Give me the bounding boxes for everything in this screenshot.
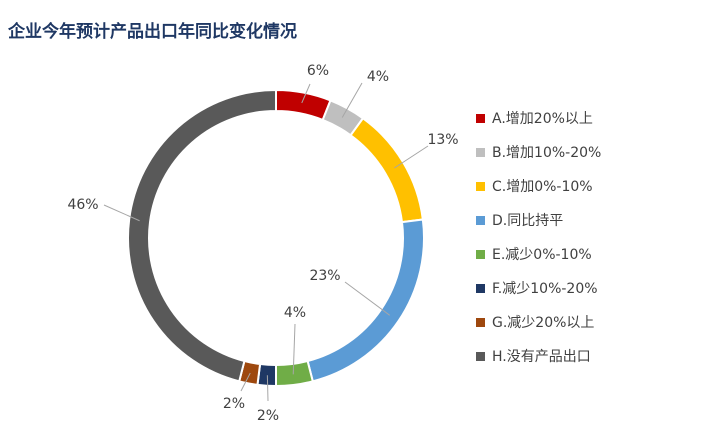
legend-label: E.减少0%-10% — [492, 247, 592, 263]
legend-item: E.减少0%-10% — [476, 237, 601, 271]
leader-line — [344, 281, 391, 316]
legend-swatch — [476, 351, 485, 361]
legend-item: G.减少20%以上 — [476, 305, 601, 339]
legend-item: H.没有产品出口 — [476, 339, 601, 373]
legend-swatch — [476, 249, 485, 259]
legend-item: A.增加20%以上 — [476, 101, 601, 135]
data-label: 13% — [427, 132, 458, 148]
leader-line — [301, 83, 311, 104]
data-label: 2% — [223, 396, 245, 412]
data-label: 4% — [367, 69, 389, 85]
data-label: 2% — [257, 408, 279, 424]
leader-line — [266, 375, 269, 402]
legend-swatch — [476, 317, 485, 327]
legend-label: G.减少20%以上 — [492, 315, 595, 331]
leader-line — [240, 372, 251, 392]
donut-slice — [349, 116, 424, 224]
legend-label: D.同比持平 — [492, 213, 564, 229]
donut-slice — [275, 359, 315, 388]
legend-item: B.增加10%-20% — [476, 135, 601, 169]
legend-swatch — [476, 283, 485, 293]
legend-label: B.增加10%-20% — [492, 145, 602, 161]
chart-legend: A.增加20%以上 B.增加10%-20% C.增加0%-10% D.同比持平 E.减少… — [476, 101, 601, 373]
data-label: 23% — [309, 268, 340, 284]
legend-swatch — [476, 181, 485, 191]
donut-slice — [306, 218, 425, 383]
legend-item: F.减少10%-20% — [476, 271, 601, 305]
legend-swatch — [476, 113, 485, 123]
legend-label: C.增加0%-10% — [492, 179, 593, 195]
data-label: 4% — [284, 305, 306, 321]
legend-item: C.增加0%-10% — [476, 169, 601, 203]
leader-line — [394, 145, 429, 169]
legend-item: D.同比持平 — [476, 203, 601, 237]
leader-line — [292, 323, 296, 375]
data-label: 46% — [67, 197, 98, 213]
chart-title: 企业今年预计产品出口年同比变化情况 — [8, 22, 297, 42]
legend-label: H.没有产品出口 — [492, 349, 591, 365]
leader-line — [341, 82, 363, 118]
legend-label: F.减少10%-20% — [492, 281, 598, 297]
donut-slice — [127, 88, 277, 383]
legend-swatch — [476, 215, 485, 225]
leader-line — [103, 204, 140, 222]
legend-label: A.增加20%以上 — [492, 111, 593, 127]
data-label: 6% — [307, 63, 329, 79]
legend-swatch — [476, 147, 485, 157]
donut-slice — [275, 88, 332, 122]
